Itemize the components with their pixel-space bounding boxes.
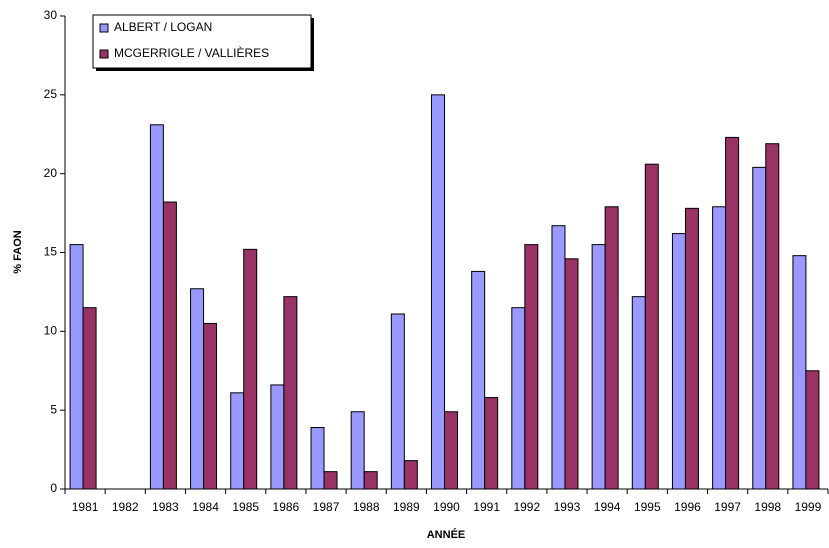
legend-label: MCGERRIGLE / VALLIÈRES xyxy=(114,45,269,60)
bar xyxy=(190,288,205,490)
y-tick-label: 5 xyxy=(50,402,57,416)
x-tick-label: 1986 xyxy=(273,500,300,514)
x-tick-label: 1995 xyxy=(634,500,661,514)
x-tick-label: 1997 xyxy=(714,500,741,514)
y-tick-label: 20 xyxy=(44,166,58,180)
x-tick-label: 1996 xyxy=(674,500,701,514)
bar xyxy=(792,255,807,490)
x-tick-label: 1983 xyxy=(152,500,179,514)
x-tick-label: 1985 xyxy=(232,500,259,514)
bar xyxy=(390,313,405,490)
bar xyxy=(712,206,727,490)
bar xyxy=(444,411,458,490)
bar xyxy=(403,460,418,490)
bar xyxy=(431,94,445,490)
bar xyxy=(805,370,820,490)
bar xyxy=(591,244,606,490)
bar xyxy=(363,471,378,490)
bar xyxy=(631,296,646,490)
y-tick-label: 0 xyxy=(50,481,57,495)
x-tick-label: 1981 xyxy=(72,500,99,514)
bar xyxy=(644,163,659,490)
legend-swatch xyxy=(99,23,109,33)
bar xyxy=(230,392,245,490)
bar xyxy=(684,207,699,490)
bar xyxy=(604,206,619,490)
bar xyxy=(671,233,686,490)
bar xyxy=(310,427,325,490)
bar xyxy=(323,471,338,490)
bar xyxy=(203,322,218,490)
x-tick-label: 1990 xyxy=(433,500,460,514)
bar xyxy=(471,270,486,490)
x-tick-label: 1982 xyxy=(112,500,139,514)
x-axis-label: ANNÉE xyxy=(427,528,466,541)
x-tick-label: 1992 xyxy=(513,500,540,514)
x-tick-label: 1994 xyxy=(594,500,621,514)
x-tick-label: 1984 xyxy=(192,500,219,514)
bar xyxy=(725,136,740,490)
x-tick-label: 1991 xyxy=(473,500,500,514)
bar xyxy=(270,384,285,490)
bar xyxy=(82,307,97,490)
bar xyxy=(69,244,84,490)
bar xyxy=(765,143,780,490)
y-axis-label: % FAON xyxy=(12,230,24,273)
bar xyxy=(551,225,566,490)
bar xyxy=(511,307,526,490)
bar xyxy=(524,244,539,490)
legend-swatch xyxy=(99,49,109,59)
legend xyxy=(92,14,312,69)
y-tick-label: 15 xyxy=(44,245,58,259)
y-tick-label: 25 xyxy=(44,87,58,101)
x-tick-label: 1989 xyxy=(393,500,420,514)
bar xyxy=(564,258,579,490)
y-tick-label: 30 xyxy=(44,8,58,22)
x-tick-label: 1993 xyxy=(554,500,581,514)
x-tick-label: 1988 xyxy=(353,500,380,514)
bar xyxy=(149,124,164,490)
bar xyxy=(350,411,365,490)
bar xyxy=(283,296,298,490)
x-tick-label: 1999 xyxy=(795,500,822,514)
legend-label: ALBERT / LOGAN xyxy=(114,20,212,34)
bar xyxy=(752,166,767,490)
x-tick-label: 1987 xyxy=(313,500,340,514)
bar xyxy=(243,248,258,490)
y-tick-label: 10 xyxy=(44,324,58,338)
bar xyxy=(484,397,499,490)
x-tick-label: 1998 xyxy=(754,500,781,514)
bar xyxy=(162,201,177,490)
